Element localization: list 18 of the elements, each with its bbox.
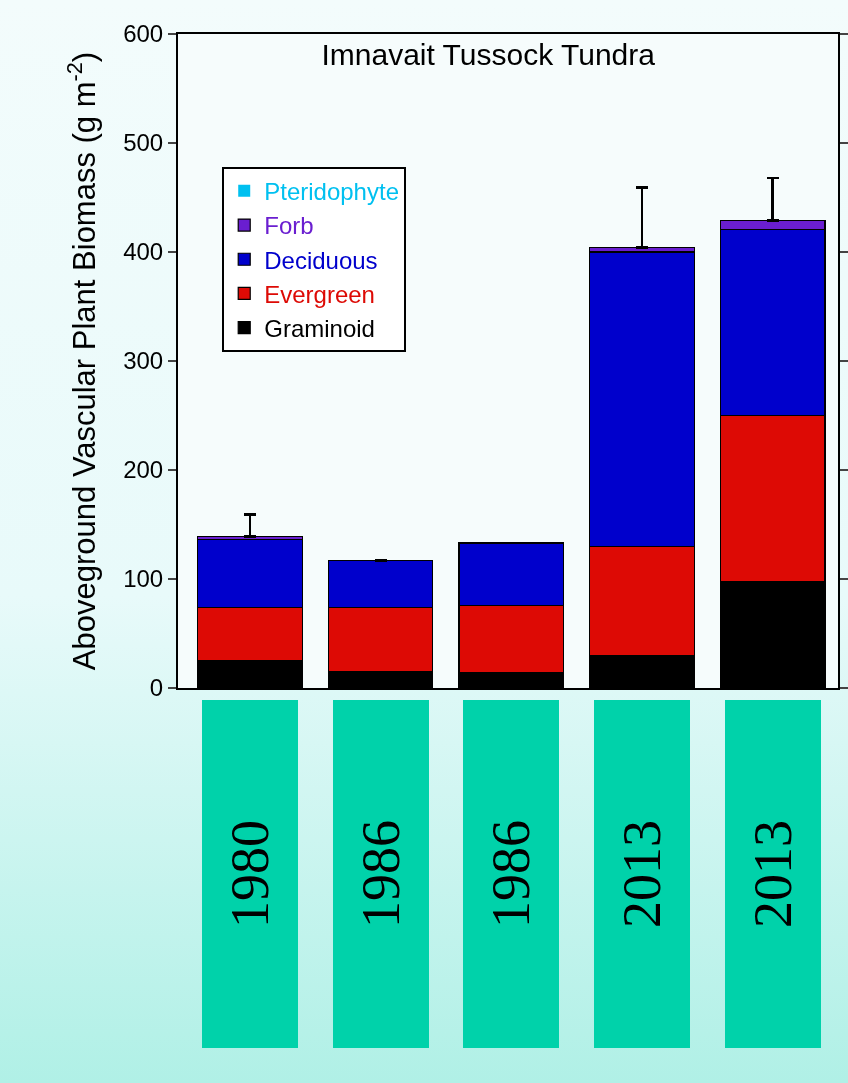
chart-title: Imnavait Tussock Tundra (321, 37, 656, 71)
y-tick-label: 600 (123, 20, 164, 48)
x-tick-label: 2013 (610, 820, 673, 928)
y-tick-label: 200 (123, 456, 164, 484)
y-tick-label: 0 (149, 674, 164, 702)
legend-label: Evergreen (264, 280, 375, 308)
legend-label: Forb (264, 212, 314, 240)
legend-label: Deciduous (264, 246, 378, 274)
x-tick-label: 1980 (218, 820, 281, 928)
x-tick-label: 1986 (349, 820, 412, 928)
legend-label: Pteridophyte (264, 178, 399, 206)
x-tick-label: 2013 (741, 820, 804, 928)
x-tick-label: 1986 (480, 820, 543, 928)
y-tick-label: 300 (123, 347, 164, 375)
y-tick-label: 500 (123, 129, 164, 157)
legend-label: Graminoid (264, 315, 375, 343)
y-tick-label: 400 (123, 238, 164, 266)
y-tick-label: 100 (123, 565, 164, 593)
